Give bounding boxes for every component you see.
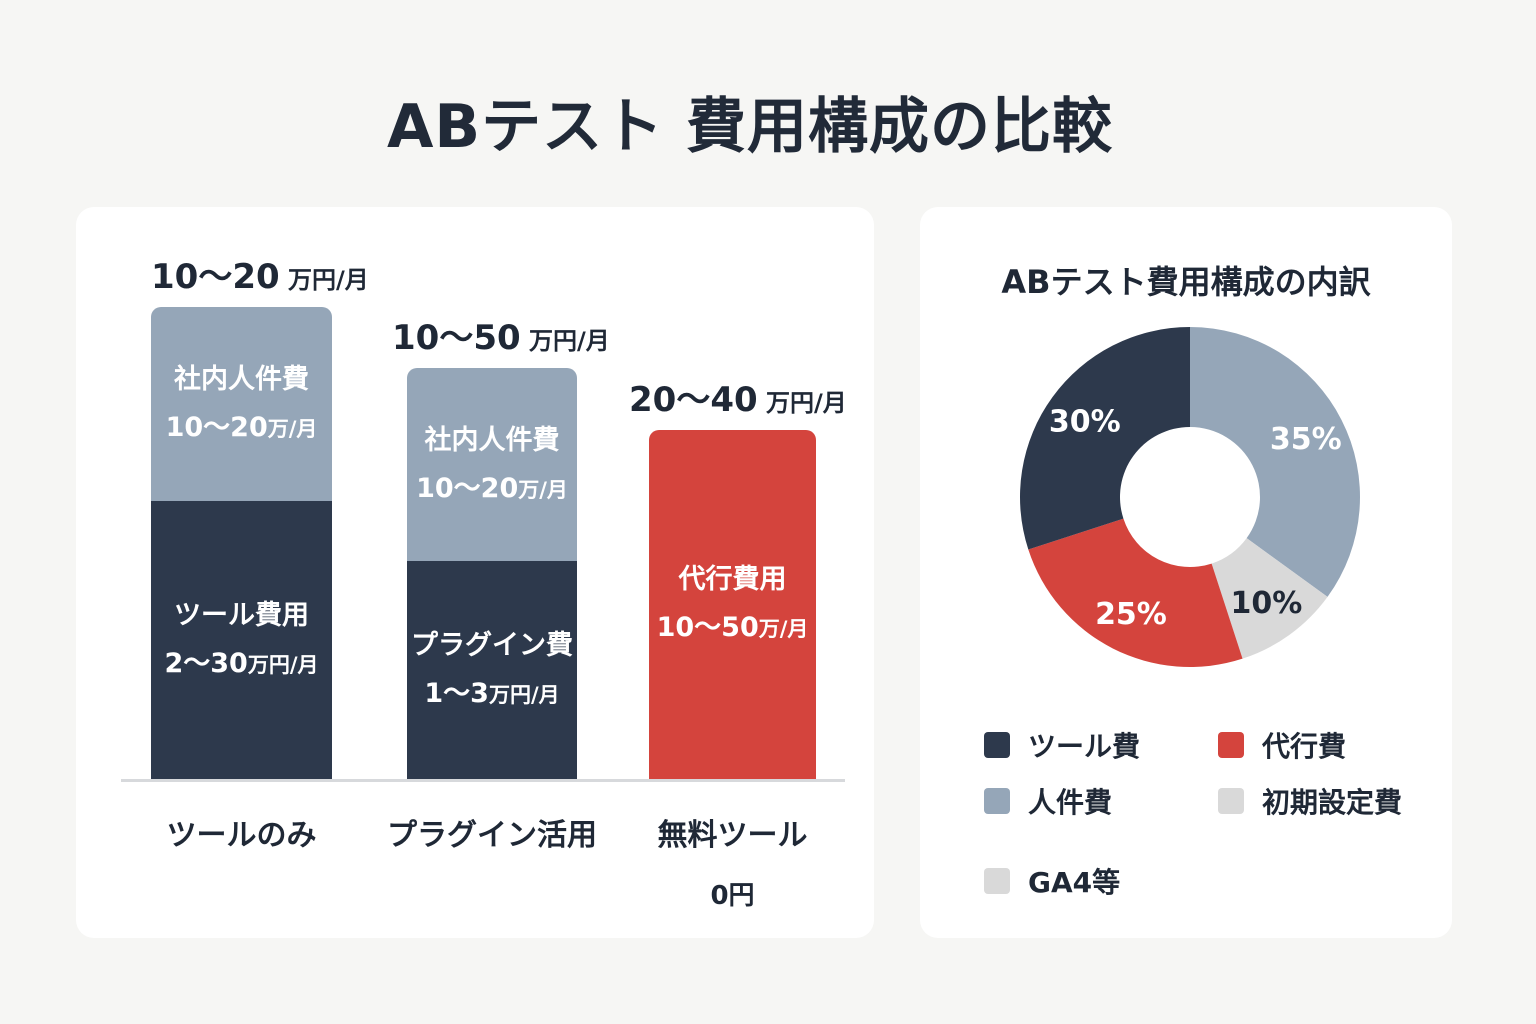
bar-segment-unit: 万/月 [267, 416, 318, 441]
bar-segment-value: 10〜50万/月 [649, 604, 816, 653]
bar-total-label: 10〜50 万円/月 [392, 310, 610, 359]
pie-chart-title: ABテスト費用構成の内訳 [1001, 263, 1371, 301]
donut-chart: 35% 10% 25% 30% [1020, 327, 1360, 667]
bar-segment-range: 2〜30 [164, 647, 248, 679]
bar-segment-unit: 万/月 [518, 477, 568, 502]
legend-swatch [1218, 788, 1244, 814]
legend-item: 代行費 [1218, 725, 1346, 765]
bar-segment-name: 社内人件費 [174, 363, 309, 395]
pie-chart-card: ABテスト費用構成の内訳 35% 10% 25% 30% ツール費 代行費人件費 初期設定… [920, 207, 1452, 938]
bar-segment-label: 社内人件費 10〜20万/月 [407, 417, 577, 514]
bar-segment-range: 10〜50 [656, 612, 759, 644]
bar-segment-name: ツール費用 [174, 599, 309, 631]
bar-category-note: 0円 [710, 881, 755, 911]
bar-total-unit: 万円/月 [520, 327, 610, 356]
bar-segment-value: 10〜20万/月 [151, 404, 332, 453]
legend-swatch [984, 788, 1010, 814]
bar-segment-label: ツール費用 2〜30万円/月 [151, 592, 332, 689]
bar-segment: プラグイン費 1〜3万円/月 [407, 561, 577, 779]
bar-segment-range: 10〜20 [416, 472, 519, 504]
bar-segment-label: プラグイン費 1〜3万円/月 [407, 622, 577, 719]
bar-category-label: プラグイン活用 [387, 818, 597, 853]
legend-item: 人件費 [984, 781, 1112, 821]
legend-swatch [1218, 732, 1244, 758]
donut-slice-label: 25% [1095, 597, 1167, 632]
bar-segment-name: プラグイン費 [411, 630, 573, 662]
bar-segment-value: 10〜20万/月 [407, 465, 577, 514]
chart-baseline [121, 779, 845, 782]
legend-label: ツール費 [1028, 730, 1141, 763]
legend-label: GA4等 [1028, 866, 1121, 899]
legend-label: 初期設定費 [1262, 786, 1403, 819]
donut-slice-label: 30% [1049, 405, 1121, 440]
bar-segment: ツール費用 2〜30万円/月 [151, 500, 332, 779]
bar-segment-label: 代行費用 10〜50万/月 [649, 556, 816, 653]
bar-total-range: 20〜40 [629, 379, 758, 420]
legend-item: ツール費 [984, 725, 1140, 765]
legend-item: 初期設定費 [1218, 781, 1402, 821]
bar-total-unit: 万円/月 [757, 388, 847, 417]
bar-total-label: 20〜40 万円/月 [629, 372, 847, 421]
bar-total-label: 10〜20 万円/月 [151, 249, 369, 298]
bar-chart-card: ツール費用 2〜30万円/月 社内人件費 10〜20万/月 10〜20 万円/月 ツールの… [76, 207, 874, 938]
donut-slice [1190, 327, 1360, 597]
legend-item: GA4等 [984, 861, 1120, 901]
bar-category-label: 無料ツール [657, 818, 808, 853]
bar-segment-unit: 万円/月 [247, 652, 319, 677]
bar-total-range: 10〜20 [151, 257, 280, 297]
bar-segment: 代行費用 10〜50万/月 [649, 429, 816, 779]
bar-segment-unit: 万/月 [758, 617, 809, 642]
bar-segment-value: 2〜30万円/月 [151, 640, 332, 689]
bar-segment-range: 10〜20 [165, 411, 268, 443]
donut-slice [1020, 327, 1190, 550]
donut-slice [1028, 518, 1243, 667]
bar-segment: 社内人件費 10〜20万/月 [407, 368, 577, 562]
page-title: ABテスト 費用構成の比較 [386, 92, 1114, 162]
bar-total-unit: 万円/月 [279, 266, 369, 294]
bar-total-range: 10〜50 [392, 318, 521, 359]
legend-swatch [984, 868, 1010, 894]
bar-segment-name: 社内人件費 [424, 424, 560, 456]
donut-slice-label: 10% [1231, 586, 1303, 621]
donut-slice [1211, 538, 1328, 659]
legend-label: 代行費 [1262, 730, 1347, 763]
bar-segment-range: 1〜3 [424, 678, 489, 710]
legend-swatch [984, 732, 1010, 758]
bar-category-label: ツールのみ [166, 818, 317, 853]
donut-slice-label: 35% [1270, 422, 1342, 457]
bar-segment-label: 社内人件費 10〜20万/月 [151, 356, 332, 453]
bar-segment-unit: 万円/月 [488, 683, 560, 708]
bar-segment: 社内人件費 10〜20万/月 [151, 307, 332, 501]
bar-segment-value: 1〜3万円/月 [407, 670, 577, 719]
legend-label: 人件費 [1028, 786, 1113, 819]
bar-segment-name: 代行費用 [678, 564, 787, 596]
